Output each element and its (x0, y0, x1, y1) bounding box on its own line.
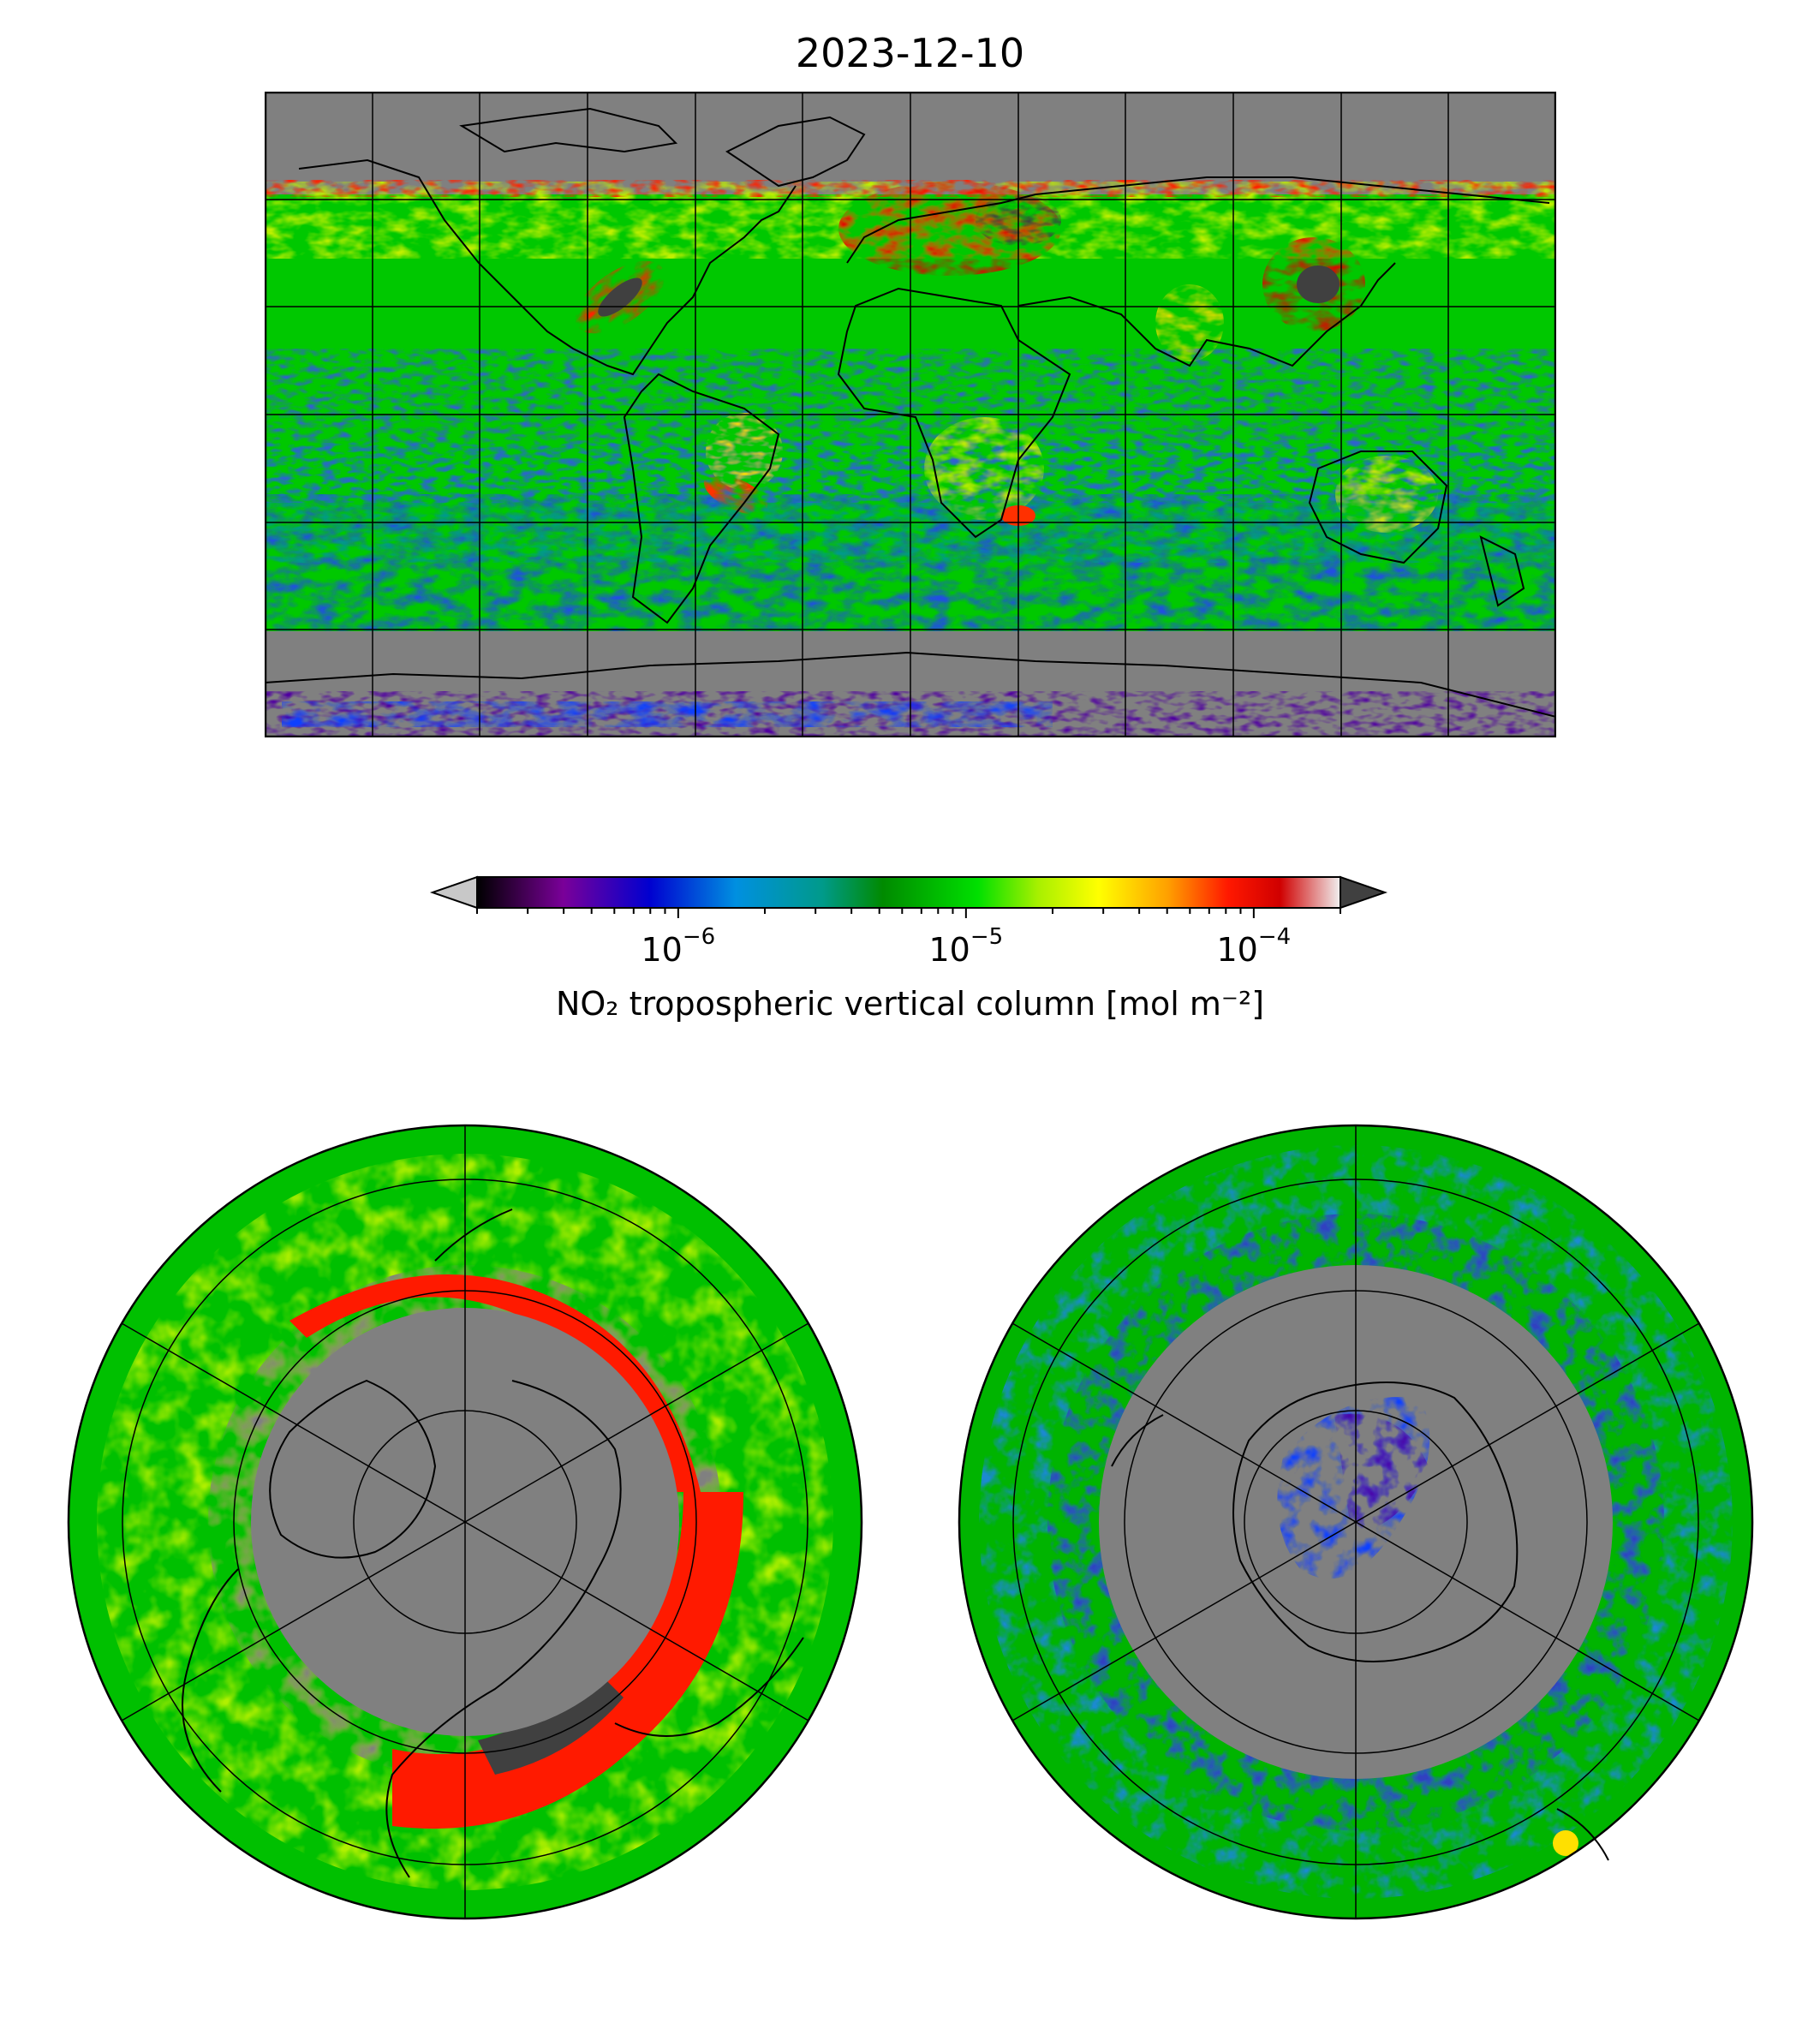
africa-yellow (924, 417, 1044, 520)
colorbar-tick-label: 10−4 (1216, 926, 1292, 970)
colorbar-gradient (476, 876, 1341, 909)
page-title: 2023-12-10 (795, 30, 1025, 76)
colorbar-minor-ticks (476, 908, 1341, 914)
colorbar-tick-label: 10−6 (641, 926, 716, 970)
colorbar-major-ticks (677, 908, 1255, 918)
tick-base: 10 (1216, 931, 1258, 969)
north-frame (67, 1124, 863, 1920)
south-graticule (1011, 1125, 1700, 1919)
south-coastlines (1111, 1381, 1609, 1861)
colorbar-over-extension (1340, 875, 1388, 910)
east-asia-saturated (1297, 266, 1340, 303)
north-graticule (121, 1125, 809, 1919)
coastlines (265, 107, 1556, 718)
colorbar-under-extension (429, 875, 478, 910)
north-atlantic-red-arc (289, 1274, 701, 1492)
colorbar-label: NO₂ tropospheric vertical column [mol m⁻… (555, 985, 1265, 1023)
india-hotspot (1155, 284, 1224, 361)
south-america-hotspot (703, 474, 768, 515)
australia-hotspot (1553, 1830, 1578, 1856)
tick-exponent: −4 (1257, 924, 1292, 950)
graticule (265, 92, 1556, 737)
south-polar-map (958, 1124, 1754, 1920)
antarctic-blue-band (282, 701, 1053, 727)
south-america-yellow (706, 413, 783, 490)
tick-base: 10 (928, 931, 970, 969)
tick-base: 10 (641, 931, 683, 969)
antarctic-purple-patch (1334, 1413, 1429, 1535)
colorbar-tick-label: 10−5 (928, 926, 1004, 970)
north-polar-map (67, 1124, 863, 1920)
tick-exponent: −6 (682, 924, 716, 950)
global-map (265, 92, 1556, 737)
europe-red-arc (392, 1492, 743, 1829)
tick-exponent: −5 (970, 924, 1004, 950)
south-frame (958, 1124, 1754, 1920)
colorbar (429, 875, 1388, 918)
north-coastlines (182, 1208, 804, 1878)
australia-yellow (1335, 456, 1438, 533)
map-frame (265, 92, 1556, 737)
